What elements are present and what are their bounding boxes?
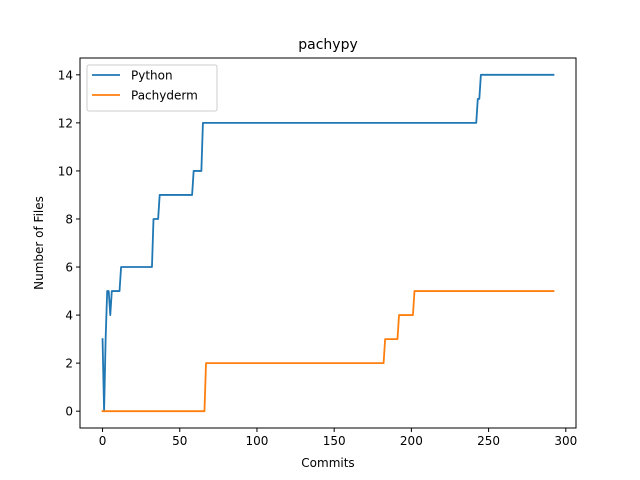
y-tick-label: 14: [58, 68, 73, 82]
y-axis-label: Number of Files: [32, 196, 46, 290]
y-tick-label: 10: [58, 164, 73, 178]
series-line-python: [101, 73, 555, 413]
x-tick-label: 0: [99, 434, 107, 448]
plot-area: [101, 73, 555, 413]
x-tick-label: 50: [172, 434, 187, 448]
x-tick-label: 150: [323, 434, 346, 448]
legend: Python Pachyderm: [86, 64, 218, 112]
x-tick-label: 300: [554, 434, 577, 448]
axes-frame: [79, 57, 577, 429]
y-tick-label: 0: [65, 405, 73, 419]
x-tick-label: 100: [246, 434, 269, 448]
y-tick-label: 12: [58, 116, 73, 130]
x-tick-label: 250: [477, 434, 500, 448]
legend-label-pachyderm: Pachyderm: [131, 89, 198, 103]
axis-ticks: 0 50 100 150 200 250 300 0 2 4 6 8 10 12 14: [58, 68, 578, 448]
series-line-pachyderm: [101, 290, 555, 413]
legend-label-python: Python: [131, 69, 173, 83]
legend-box: [86, 64, 218, 112]
y-tick-label: 6: [65, 261, 73, 275]
y-tick-label: 2: [65, 357, 73, 371]
y-tick-label: 4: [65, 309, 73, 323]
chart-title: pachypy: [298, 37, 358, 53]
x-axis-label: Commits: [301, 456, 354, 470]
x-tick-label: 200: [400, 434, 423, 448]
y-tick-label: 8: [65, 212, 73, 226]
